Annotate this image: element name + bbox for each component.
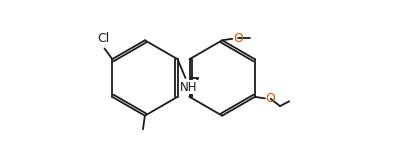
Text: O: O [265,92,275,105]
Text: O: O [233,32,243,45]
Text: Cl: Cl [98,32,110,45]
Text: NH: NH [179,81,197,94]
